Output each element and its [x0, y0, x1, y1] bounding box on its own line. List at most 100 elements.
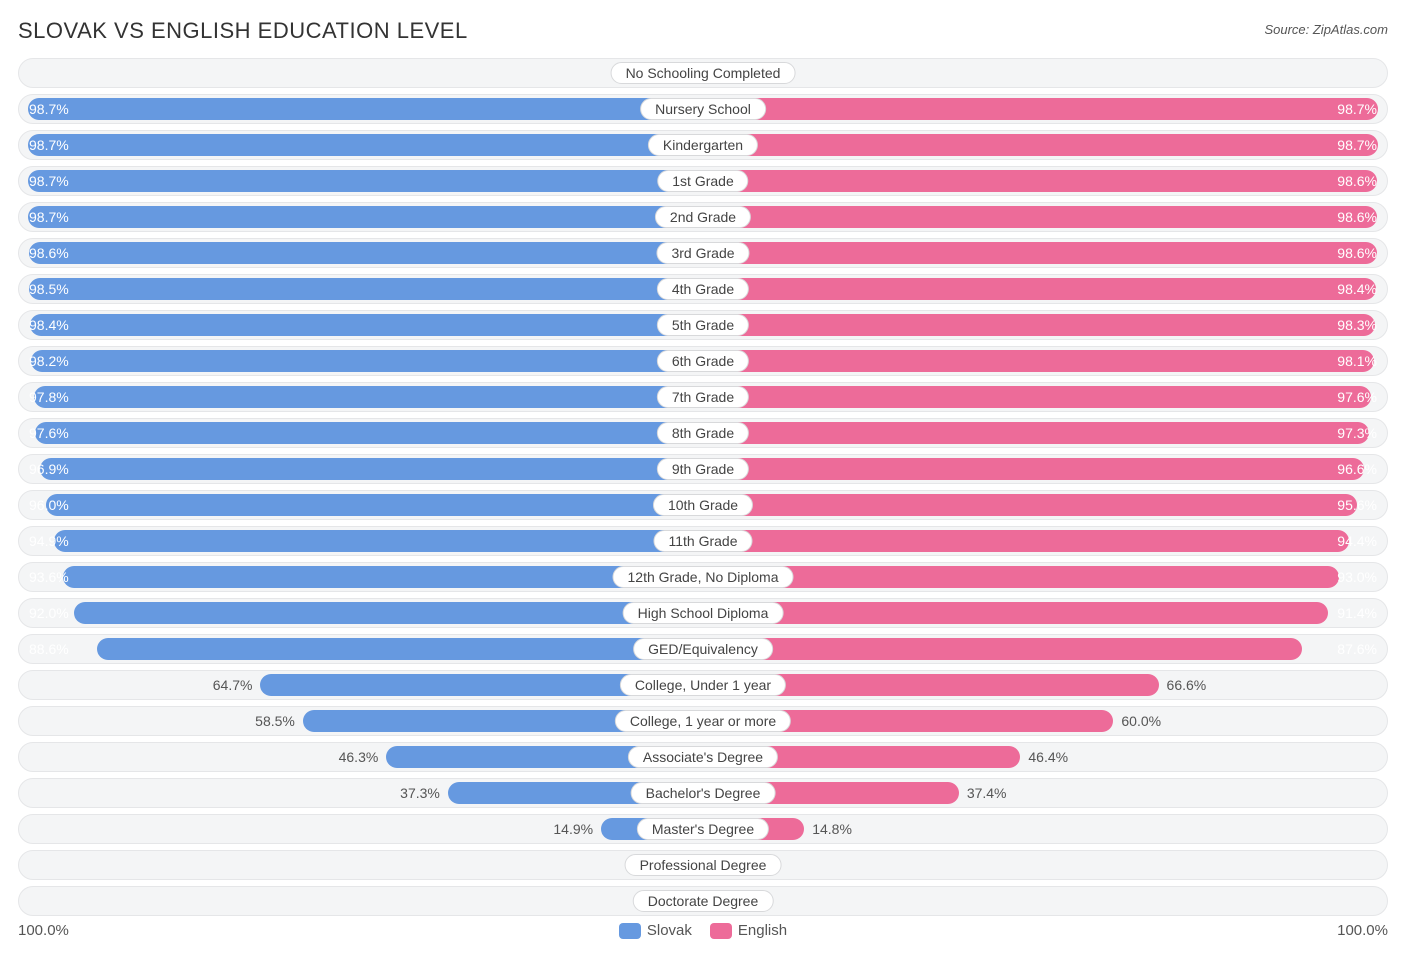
legend-item-english: English — [710, 922, 787, 939]
value-right: 98.4% — [1327, 275, 1387, 303]
category-label: Associate's Degree — [628, 746, 778, 768]
source-name: ZipAtlas.com — [1313, 22, 1388, 37]
bar-left — [28, 206, 703, 228]
category-label: 8th Grade — [657, 422, 749, 444]
bar-left — [30, 314, 703, 336]
value-left: 98.6% — [19, 239, 79, 267]
bar-right — [703, 458, 1364, 480]
chart-header: SLOVAK VS ENGLISH EDUCATION LEVEL Source… — [18, 18, 1388, 44]
category-label: 7th Grade — [657, 386, 749, 408]
value-right: 98.1% — [1327, 347, 1387, 375]
value-right: 98.7% — [1327, 131, 1387, 159]
category-label: Professional Degree — [625, 854, 782, 876]
chart-row: 46.3%46.4%Associate's Degree — [18, 742, 1388, 772]
value-left: 93.6% — [19, 563, 79, 591]
chart-row: 98.7%98.6%2nd Grade — [18, 202, 1388, 232]
value-right: 97.6% — [1327, 383, 1387, 411]
chart-row: 98.6%98.6%3rd Grade — [18, 238, 1388, 268]
value-right: 97.3% — [1327, 419, 1387, 447]
education-bidirectional-chart: 1.3%1.4%No Schooling Completed98.7%98.7%… — [18, 58, 1388, 916]
category-label: College, Under 1 year — [620, 674, 786, 696]
bar-right — [703, 494, 1357, 516]
bar-right — [703, 170, 1377, 192]
value-right: 95.6% — [1327, 491, 1387, 519]
value-left: 98.5% — [19, 275, 79, 303]
bar-left — [35, 422, 703, 444]
bar-right — [703, 638, 1302, 660]
chart-row: 96.9%96.6%9th Grade — [18, 454, 1388, 484]
value-left: 98.2% — [19, 347, 79, 375]
bar-left — [28, 170, 703, 192]
chart-row: 97.8% 97.6% 7th Grade — [18, 382, 1388, 412]
legend-label-english: English — [738, 922, 787, 939]
bar-right — [703, 350, 1374, 372]
category-label: 12th Grade, No Diploma — [613, 566, 794, 588]
category-label: No Schooling Completed — [611, 62, 796, 84]
value-right: 60.0% — [1113, 707, 1169, 735]
value-right: 96.6% — [1327, 455, 1387, 483]
value-right: 98.3% — [1327, 311, 1387, 339]
value-left: 97.8% — [19, 383, 79, 411]
value-right: 98.6% — [1327, 203, 1387, 231]
value-left: 96.0% — [19, 491, 79, 519]
bar-right — [703, 314, 1375, 336]
value-left: 37.3% — [392, 779, 448, 807]
category-label: GED/Equivalency — [633, 638, 773, 660]
value-right: 66.6% — [1159, 671, 1215, 699]
bar-left — [63, 566, 703, 588]
legend-swatch-slovak — [619, 923, 641, 939]
value-right: 87.6% — [1327, 635, 1387, 663]
category-label: Kindergarten — [648, 134, 758, 156]
bar-left — [29, 242, 703, 264]
bar-right — [703, 386, 1371, 408]
value-left: 64.7% — [205, 671, 261, 699]
chart-row: 98.4% 98.3% 5th Grade — [18, 310, 1388, 340]
chart-row: 94.9%94.4%11th Grade — [18, 526, 1388, 556]
chart-row: 98.7% 98.7% Kindergarten — [18, 130, 1388, 160]
value-left: 98.7% — [19, 131, 79, 159]
chart-row: 1.8%1.9%Doctorate Degree — [18, 886, 1388, 916]
category-label: Bachelor's Degree — [631, 782, 776, 804]
bar-left — [74, 602, 703, 624]
bar-left — [28, 134, 703, 156]
chart-row: 92.0%91.4%High School Diploma — [18, 598, 1388, 628]
bar-right — [703, 134, 1378, 156]
bar-left — [34, 386, 703, 408]
value-left: 98.7% — [19, 203, 79, 231]
value-left: 98.4% — [19, 311, 79, 339]
category-label: 5th Grade — [657, 314, 749, 336]
source-prefix: Source: — [1264, 22, 1312, 37]
bar-left — [31, 350, 703, 372]
value-left: 92.0% — [19, 599, 79, 627]
value-left: 98.7% — [19, 167, 79, 195]
value-left: 98.7% — [19, 95, 79, 123]
bar-left — [46, 494, 703, 516]
value-left: 14.9% — [545, 815, 601, 843]
legend-swatch-english — [710, 923, 732, 939]
category-label: 4th Grade — [657, 278, 749, 300]
bar-left — [54, 530, 703, 552]
value-right: 93.0% — [1327, 563, 1387, 591]
chart-row: 98.5% 98.4% 4th Grade — [18, 274, 1388, 304]
chart-row: 97.6%97.3%8th Grade — [18, 418, 1388, 448]
bar-right — [703, 566, 1339, 588]
value-right: 98.7% — [1327, 95, 1387, 123]
bar-right — [703, 98, 1378, 120]
chart-row: 4.3%4.4%Professional Degree — [18, 850, 1388, 880]
category-label: Master's Degree — [637, 818, 769, 840]
scale-left: 100.0% — [18, 922, 69, 939]
category-label: 6th Grade — [657, 350, 749, 372]
chart-row: 88.6%87.6%GED/Equivalency — [18, 634, 1388, 664]
chart-row: 58.5%60.0%College, 1 year or more — [18, 706, 1388, 736]
chart-row: 37.3%37.4%Bachelor's Degree — [18, 778, 1388, 808]
value-right: 14.8% — [804, 815, 860, 843]
category-label: 3rd Grade — [656, 242, 749, 264]
bar-left — [28, 98, 703, 120]
category-label: College, 1 year or more — [615, 710, 791, 732]
bar-left — [29, 278, 703, 300]
legend-label-slovak: Slovak — [647, 922, 692, 939]
chart-row: 93.6% 93.0% 12th Grade, No Diploma — [18, 562, 1388, 592]
chart-row: 98.7%98.7%Nursery School — [18, 94, 1388, 124]
bar-left — [40, 458, 703, 480]
category-label: Doctorate Degree — [633, 890, 774, 912]
